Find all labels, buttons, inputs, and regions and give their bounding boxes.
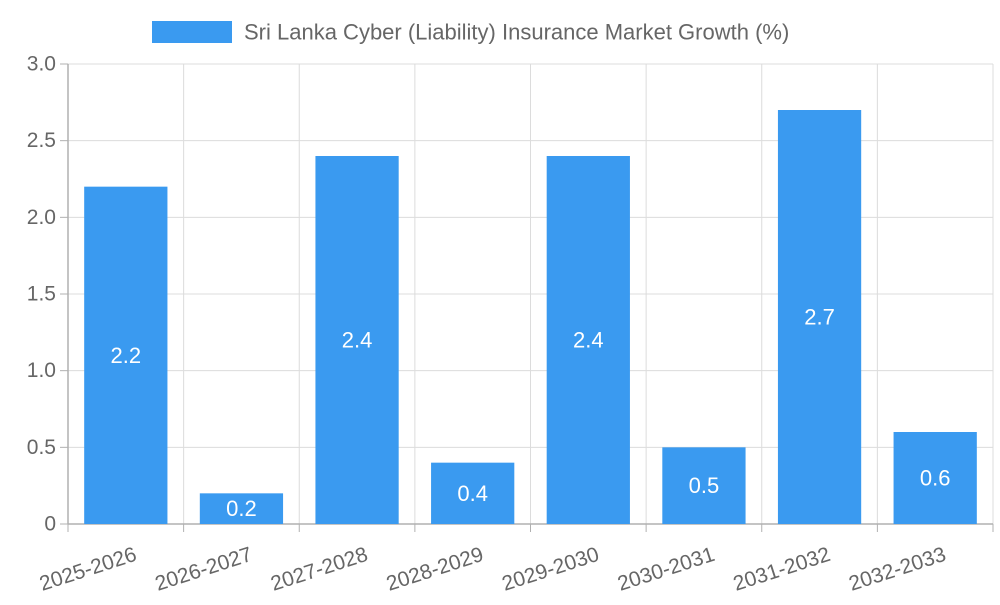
data-labels: 2.2 0.2 2.4 0.4 2.4 0.5 2.7 0.6 bbox=[111, 305, 951, 522]
y-tick-label: 0 bbox=[44, 513, 56, 536]
data-label: 2.7 bbox=[804, 305, 835, 330]
y-tick-label: 1.5 bbox=[27, 283, 56, 306]
x-tick-label: 2032-2033 bbox=[846, 543, 949, 596]
y-tick-label: 0.5 bbox=[27, 436, 56, 459]
x-tick-label: 2026-2027 bbox=[152, 543, 255, 596]
bar bbox=[315, 156, 399, 524]
x-tick-label: 2027-2028 bbox=[268, 543, 371, 596]
bars bbox=[84, 110, 977, 524]
legend-label: Sri Lanka Cyber (Liability) Insurance Ma… bbox=[244, 20, 789, 45]
bar bbox=[431, 462, 515, 524]
data-label: 0.6 bbox=[920, 466, 951, 491]
bar bbox=[893, 432, 977, 524]
bar bbox=[546, 156, 630, 524]
y-tick-label: 2.0 bbox=[27, 206, 56, 229]
y-tick-label: 3.0 bbox=[27, 53, 56, 76]
data-label: 2.4 bbox=[342, 328, 373, 353]
bar bbox=[777, 110, 862, 524]
y-tick-label: 1.0 bbox=[27, 359, 56, 382]
x-tick-label: 2025-2026 bbox=[37, 543, 140, 596]
data-label: 2.2 bbox=[111, 343, 142, 368]
y-tick-label: 2.5 bbox=[27, 129, 56, 152]
bar bbox=[84, 186, 168, 524]
legend-swatch bbox=[152, 21, 232, 43]
gridlines bbox=[68, 63, 994, 525]
data-label: 2.4 bbox=[573, 328, 604, 353]
data-label: 0.2 bbox=[226, 496, 257, 521]
legend: Sri Lanka Cyber (Liability) Insurance Ma… bbox=[152, 20, 789, 45]
x-tick-label: 2029-2030 bbox=[499, 543, 602, 596]
x-tick-label: 2030-2031 bbox=[615, 543, 718, 596]
bar bbox=[662, 447, 746, 524]
x-tick-label: 2028-2029 bbox=[384, 543, 487, 596]
bar bbox=[199, 493, 284, 524]
data-label: 0.4 bbox=[457, 481, 488, 506]
data-label: 0.5 bbox=[689, 473, 720, 498]
x-tick-label: 2031-2032 bbox=[730, 543, 833, 596]
